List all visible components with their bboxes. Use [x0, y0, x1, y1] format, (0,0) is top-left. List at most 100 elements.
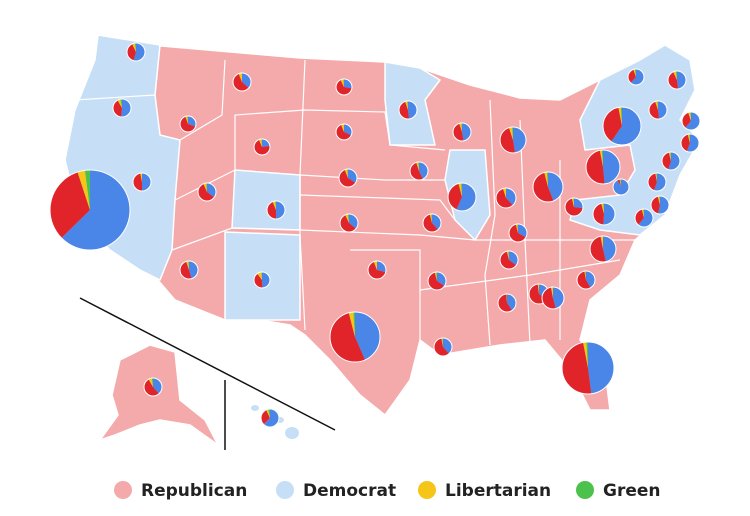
pie	[329, 311, 381, 363]
pie	[179, 115, 197, 133]
pie	[253, 271, 271, 289]
pie	[541, 286, 565, 310]
pie-slice	[574, 198, 583, 209]
pie-slice	[266, 201, 277, 219]
pie-slice	[134, 43, 136, 52]
pie-slice	[599, 150, 603, 167]
pie	[495, 187, 517, 209]
pie-slice	[681, 134, 690, 152]
pie-slice	[142, 173, 151, 191]
pie-slice	[188, 116, 196, 127]
pie-slice	[262, 272, 270, 288]
legend-label: Democrat	[303, 481, 396, 501]
legend-item: Green	[576, 481, 661, 501]
pie	[433, 337, 453, 357]
pie-slice	[648, 173, 657, 191]
pie-slice	[548, 172, 564, 201]
pie-outline	[452, 122, 472, 142]
pie-slice	[620, 107, 622, 126]
pie	[398, 100, 418, 120]
pie-slice	[340, 214, 356, 232]
pie-outline	[576, 270, 596, 290]
pie-slice	[601, 203, 604, 214]
pie-slice	[233, 73, 249, 91]
pie-slice	[544, 172, 548, 187]
pie-slice	[584, 271, 586, 280]
state-border	[179, 59, 226, 141]
pie-slice	[585, 150, 605, 185]
pie-slice	[655, 101, 658, 110]
pie-outline	[497, 293, 517, 313]
pie	[409, 161, 429, 181]
pie-slice	[688, 112, 691, 121]
pie-slice	[84, 170, 90, 210]
pie-slice	[399, 101, 410, 119]
pie-slice	[651, 196, 660, 214]
pie-slice	[547, 172, 548, 187]
pie-slice	[436, 272, 437, 281]
pie	[627, 68, 645, 86]
state-border	[299, 194, 456, 221]
pie-slice	[422, 214, 439, 233]
pie-outline	[627, 68, 645, 86]
contiguous-us	[64, 34, 701, 416]
state-border	[519, 119, 531, 346]
pie-slice	[121, 99, 132, 118]
pie-slice	[537, 284, 539, 294]
pie-slice	[673, 71, 677, 80]
pie-slice	[512, 127, 513, 140]
pie	[335, 123, 353, 141]
pie-outline	[179, 260, 199, 280]
pie-slice	[151, 378, 153, 387]
pie-slice	[462, 123, 471, 141]
pie	[648, 100, 668, 120]
pie	[335, 78, 353, 96]
pie-slice	[254, 273, 263, 288]
pie-outline	[532, 171, 564, 203]
pie-outline	[197, 182, 217, 202]
pie-slice	[77, 170, 90, 210]
pie-slice	[120, 99, 122, 108]
pie-outline	[602, 106, 642, 146]
pie-outline	[499, 250, 519, 270]
pie-slice	[611, 107, 642, 146]
pie	[647, 172, 667, 192]
pie	[612, 178, 630, 196]
legend-label: Republican	[141, 481, 247, 501]
legend: Republican Democrat Libertarian Green	[114, 481, 661, 501]
pie-outline	[126, 42, 146, 62]
pie-outline	[681, 111, 701, 131]
pie-outline	[49, 169, 131, 251]
pie-outline	[561, 341, 615, 395]
pie-outline	[433, 337, 453, 357]
pie-slice	[144, 379, 159, 396]
pie-outline	[612, 178, 630, 196]
pie-slice	[453, 123, 464, 141]
pie-outline	[132, 172, 152, 192]
pie-outline	[112, 98, 132, 118]
pie-outline	[650, 195, 670, 215]
pie-slice	[517, 224, 518, 233]
pie-slice	[496, 188, 513, 208]
pie-outline	[266, 200, 286, 220]
pie-outline	[585, 149, 621, 185]
pie-slice	[617, 179, 621, 187]
pie-outline	[592, 202, 616, 226]
pie-slice	[648, 101, 660, 120]
pie-slice	[61, 170, 131, 251]
pie-slice	[345, 214, 349, 223]
pie	[452, 122, 472, 142]
pie	[422, 213, 442, 233]
pie	[126, 42, 146, 62]
pie-slice	[263, 409, 279, 427]
pie	[197, 182, 217, 202]
pie-slice	[508, 251, 509, 260]
pie-slice	[344, 169, 348, 178]
pie-outline	[143, 377, 163, 397]
pie-slice	[461, 183, 462, 197]
pie-slice	[185, 116, 188, 124]
pie-slice	[553, 287, 565, 309]
pie-slice	[585, 271, 586, 280]
pie-slice	[634, 69, 636, 77]
